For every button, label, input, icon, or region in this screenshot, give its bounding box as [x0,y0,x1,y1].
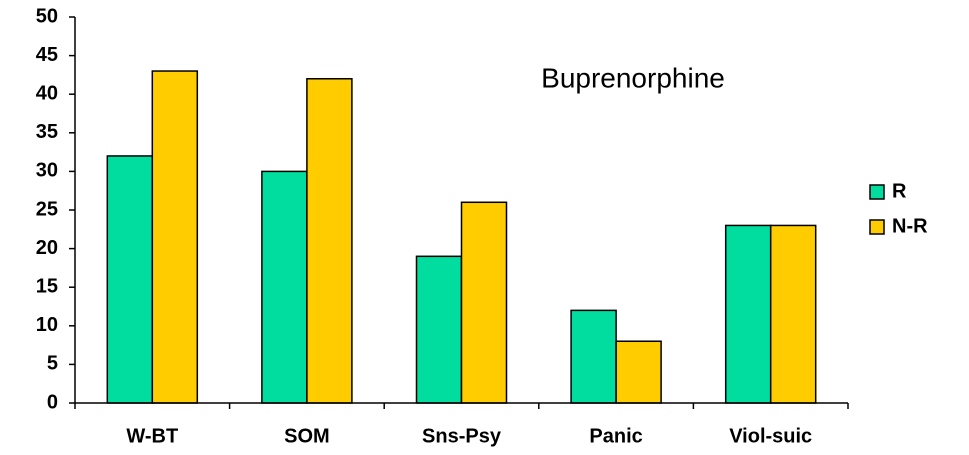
y-tick-label: 15 [36,275,58,297]
bar [151,70,199,404]
bar [724,224,772,404]
y-tick-label: 40 [36,82,58,104]
x-tick-label: Viol-suic [729,425,812,447]
bar [615,340,662,404]
x-tick-label: W-BT [126,425,178,447]
y-tick-label: 45 [36,44,58,66]
bar [106,155,154,404]
y-tick-label: 50 [36,5,58,27]
bar [306,78,353,404]
y-tick-label: 25 [36,198,58,220]
bar [460,201,508,404]
y-tick-label: 0 [47,391,58,413]
legend-swatch [869,219,885,235]
x-tick-label: Panic [589,425,642,447]
y-tick-label: 5 [47,353,58,375]
legend-swatch [869,184,885,200]
y-tick-label: 35 [36,121,58,143]
y-tick-label: 10 [36,314,58,336]
bar [261,170,308,404]
bar [570,309,617,404]
y-tick-label: 20 [36,237,58,259]
y-tick-label: 30 [36,160,58,182]
legend-label: R [892,180,907,202]
legend-label: N-R [892,215,928,237]
x-tick-label: Sns-Psy [422,425,502,447]
bar [769,224,817,404]
bar [415,255,463,404]
chart-title: Buprenorphine [541,62,725,93]
x-tick-label: SOM [284,425,330,447]
